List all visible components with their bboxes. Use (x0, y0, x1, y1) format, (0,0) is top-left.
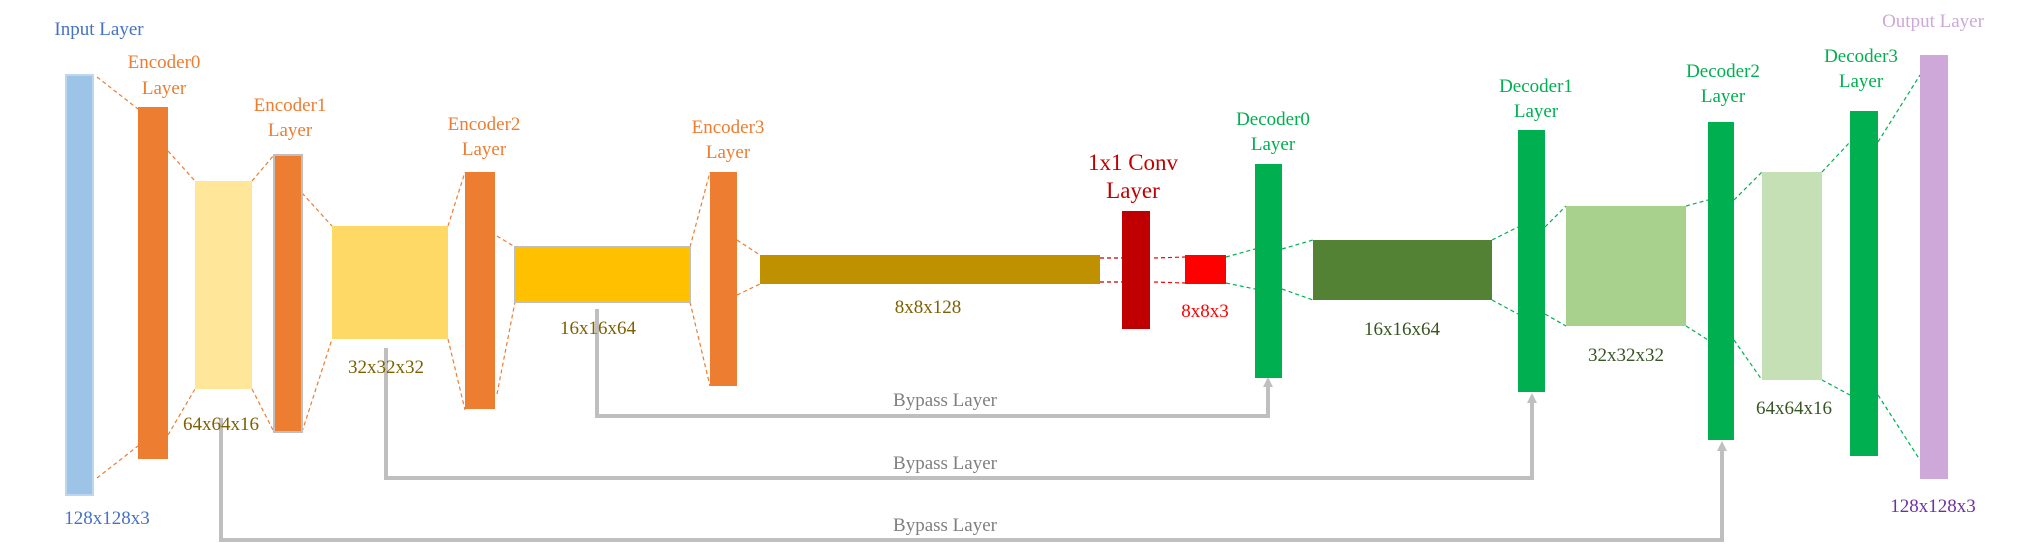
decoder-feature-map-32x32x32 (1566, 206, 1686, 326)
connector-line (1685, 199, 1709, 207)
feature-map-64x64x16 (195, 181, 252, 389)
decoder3-layer-block (1850, 111, 1878, 456)
connector-line (496, 235, 516, 248)
bypass-connection-3 (219, 418, 1727, 542)
feature-map-8x8x3 (1185, 255, 1226, 284)
connector-line (1281, 288, 1314, 301)
decoder0-layer-block (1255, 164, 1282, 378)
decoder0-title-line1: Decoder0 (1236, 109, 1310, 130)
decoder0-dim: 16x16x64 (1364, 319, 1441, 340)
decoder1-title-line2: Layer (1514, 101, 1559, 122)
conv-title-line1: 1x1 Conv (1088, 150, 1179, 175)
input-layer-dim: 128x128x3 (64, 508, 150, 529)
encoder0-dim: 64x64x16 (183, 414, 259, 435)
connector-line (1733, 171, 1763, 201)
connector-line (1281, 239, 1314, 250)
connector-line (1877, 394, 1921, 461)
feature-map-32x32x32 (332, 226, 448, 339)
decoder3-title-line2: Layer (1839, 71, 1884, 92)
connector-line (301, 338, 333, 433)
conv-1x1-layer-block (1122, 211, 1150, 329)
encoder2-title-line2: Layer (462, 139, 507, 160)
feature-map-16x16x64 (514, 246, 691, 303)
encoder3-dim: 8x8x128 (895, 297, 962, 318)
output-layer-dim: 128x128x3 (1890, 496, 1976, 517)
encoder0-title-line2: Layer (142, 78, 187, 99)
conv-title-line2: Layer (1106, 178, 1160, 203)
encoder2-layer-block (465, 172, 495, 409)
connector-line (1544, 313, 1567, 327)
encoder3-layer-block (710, 172, 737, 386)
encoder2-dim: 16x16x64 (560, 318, 637, 339)
input-layer-title: Input Layer (54, 19, 144, 40)
connector-line (496, 301, 516, 395)
conv-dim: 8x8x3 (1181, 301, 1229, 322)
encoder3-title-line2: Layer (706, 142, 751, 163)
decoder1-title-line1: Decoder1 (1499, 76, 1573, 97)
connector-line (689, 301, 711, 387)
connector-line (1877, 74, 1921, 143)
connector-line (96, 445, 139, 479)
connector-line (1491, 226, 1519, 241)
bypass-label-1: Bypass Layer (893, 390, 998, 411)
connector-line (736, 283, 761, 296)
encoder1-title-line1: Encoder1 (254, 95, 327, 116)
decoder2-layer-block (1708, 122, 1734, 440)
connector-line (1733, 339, 1763, 381)
decoder2-title-line1: Decoder2 (1686, 61, 1760, 82)
bypass-connection-1 (595, 309, 1273, 418)
decoder2-dim: 64x64x16 (1756, 398, 1832, 419)
decoder-feature-map-16x16x64 (1313, 240, 1492, 300)
encoder0-layer-block (138, 107, 168, 459)
decoder2-title-line2: Layer (1701, 86, 1746, 107)
decoder3-title-line1: Decoder3 (1824, 46, 1898, 67)
decoder1-layer-block (1518, 130, 1545, 392)
decoder1-dim: 32x32x32 (1588, 345, 1664, 366)
decoder0-title-line2: Layer (1251, 134, 1296, 155)
connector-line (167, 150, 196, 182)
connector-line (1225, 282, 1256, 290)
connector-line (167, 388, 196, 436)
decoder-feature-map-64x64x16 (1762, 172, 1822, 380)
encoder1-dim: 32x32x32 (348, 357, 424, 378)
connector-line (1225, 248, 1256, 258)
bypass-connection-2 (384, 348, 1537, 480)
connector-line (1821, 141, 1851, 173)
connector-line (251, 388, 275, 433)
connector-line (689, 171, 711, 248)
encoder1-layer-block (273, 154, 303, 433)
connector-line (96, 76, 139, 110)
connector-line (447, 338, 466, 411)
encoder2-title-line1: Encoder2 (448, 114, 521, 135)
feature-map-8x8x128 (760, 255, 1100, 284)
connector-line (1685, 325, 1709, 341)
output-layer-block (1920, 55, 1948, 479)
bypass-label-3: Bypass Layer (893, 515, 998, 536)
connector-line (1153, 281, 1186, 284)
encoder0-title-line1: Encoder0 (128, 52, 201, 73)
connector-line (1821, 379, 1851, 396)
input-layer-block (65, 74, 94, 496)
connector-line (251, 154, 275, 182)
encoder1-title-line2: Layer (268, 120, 313, 141)
connector-line (1153, 256, 1186, 259)
connector-line (301, 192, 333, 227)
encoder3-title-line1: Encoder3 (692, 117, 765, 138)
bypass-label-2: Bypass Layer (893, 453, 998, 474)
output-layer-title: Output Layer (1882, 11, 1985, 32)
connector-line (447, 171, 466, 227)
connector-line (1491, 299, 1519, 315)
connector-line (736, 239, 761, 256)
connector-line (1544, 205, 1567, 228)
